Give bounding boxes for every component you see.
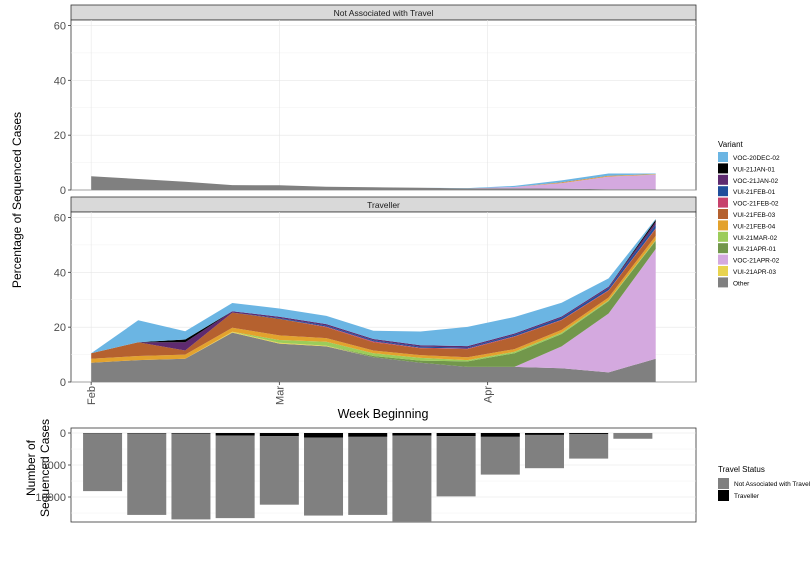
bar-traveller — [480, 433, 520, 437]
variant-legend-label: VUI-21FEB-04 — [733, 223, 776, 230]
bar-not-associated — [480, 436, 520, 475]
variant-legend-key — [718, 152, 728, 162]
variant-legend-label: VOC-21JAN-02 — [733, 178, 779, 185]
variant-legend-key — [718, 243, 728, 254]
variant-legend-title: Variant — [718, 140, 744, 149]
bar-traveller — [392, 433, 432, 436]
variant-legend-label: VUI-21FEB-03 — [733, 212, 776, 219]
panel2-area-voc-21apr-02 — [91, 249, 656, 373]
panel2-y-tick-label: 20 — [54, 322, 66, 334]
panel2-y-tick-label: 40 — [54, 267, 66, 279]
variant-legend-key — [718, 254, 728, 265]
variant-legend-key — [718, 209, 728, 219]
variant-legend-key — [718, 220, 728, 231]
bar-traveller — [304, 433, 344, 438]
bar-traveller — [215, 433, 255, 436]
bar-not-associated — [83, 433, 123, 492]
bar-not-associated — [171, 433, 211, 520]
travel-legend-label: Traveller — [734, 493, 760, 500]
bottom-y-axis-label-line2: Sequenced Cases — [38, 419, 52, 517]
travel-legend-key — [718, 478, 729, 489]
travel-legend-title: Travel Status — [718, 465, 765, 474]
panel1-y-tick-label: 40 — [54, 75, 66, 87]
bar-traveller — [348, 433, 388, 437]
travel-legend-label: Not Associated with Travel — [734, 481, 811, 488]
bar-not-associated — [613, 433, 653, 439]
travel-legend-key — [718, 490, 729, 501]
x-axis-label: Week Beginning — [338, 407, 429, 421]
top-y-axis-label: Percentage of Sequenced Cases — [10, 112, 24, 288]
variant-legend-key — [718, 174, 728, 185]
variant-legend-key — [718, 186, 728, 197]
panel1-y-tick-label: 60 — [54, 20, 66, 32]
bar-not-associated — [436, 436, 476, 497]
panel2-facet-label: Traveller — [367, 200, 400, 210]
bar-traveller — [436, 433, 476, 437]
bar-y-tick-label: 5000 — [42, 460, 66, 472]
panel1-facet-label: Not Associated with Travel — [334, 8, 434, 18]
panel1-y-tick-label: 0 — [60, 185, 66, 197]
x-tick-label: Apr — [483, 386, 495, 403]
panel2-area-vui-21feb-03 — [91, 229, 656, 359]
bar-traveller — [569, 433, 609, 434]
panel1-plot-area — [70, 19, 697, 191]
variant-legend-label: VUI-21APR-03 — [733, 269, 776, 276]
x-tick-label: Feb — [86, 386, 98, 405]
variant-legend-label: Other — [733, 280, 750, 287]
bottom-y-axis-label-line1: Number of — [24, 439, 38, 496]
panel2-area-other — [91, 332, 656, 382]
variant-legend-key — [718, 197, 728, 208]
bar-not-associated — [392, 435, 432, 522]
bar-traveller — [127, 433, 167, 434]
bar-traveller — [259, 433, 299, 437]
variant-legend-key — [718, 231, 728, 242]
variant-legend-key — [718, 163, 728, 174]
panel2-area-voc-20dec-02 — [91, 218, 656, 354]
variant-legend-label: VUI-21MAR-02 — [733, 235, 777, 242]
variant-legend-label: VUI-21FEB-01 — [733, 189, 776, 196]
variant-legend-label: VUI-21JAN-01 — [733, 166, 775, 173]
bar-not-associated — [524, 434, 564, 469]
bar-traveller — [524, 433, 564, 435]
variant-legend-label: VUI-21APR-01 — [733, 246, 776, 253]
bar-traveller — [171, 433, 211, 434]
panel2-y-tick-label: 0 — [60, 377, 66, 389]
bar-not-associated — [348, 436, 388, 515]
bar-not-associated — [259, 436, 299, 505]
bar-not-associated — [569, 433, 609, 459]
bar-not-associated — [215, 435, 255, 519]
bar-y-tick-label: 0 — [60, 428, 66, 440]
variant-legend-key — [718, 266, 728, 276]
variant-legend-label: VOC-21FEB-02 — [733, 201, 779, 208]
bar-y-tick-label: 10000 — [35, 492, 66, 504]
x-tick-label: Mar — [274, 386, 286, 405]
variant-legend-label: VOC-20DEC-02 — [733, 155, 780, 162]
panel1-area-voc-20dec-02 — [91, 173, 656, 189]
panel1-area-voc-21apr-02 — [91, 174, 656, 190]
variant-legend-label: VOC-21APR-02 — [733, 258, 780, 265]
bar-not-associated — [127, 433, 167, 515]
panel1-y-tick-label: 20 — [54, 130, 66, 142]
bar-not-associated — [304, 437, 344, 516]
panel2-y-tick-label: 60 — [54, 212, 66, 224]
panel2-area-vui-21feb-04 — [91, 235, 656, 363]
variant-legend-key — [718, 277, 728, 288]
panel1-area-other — [91, 176, 656, 190]
